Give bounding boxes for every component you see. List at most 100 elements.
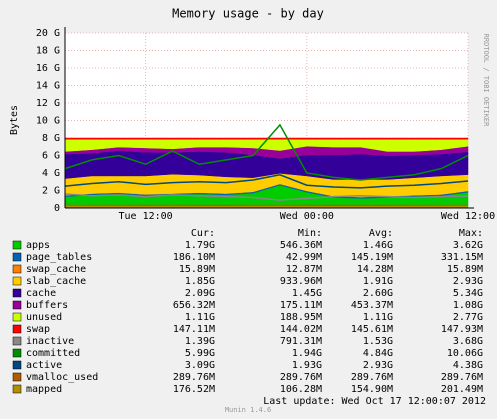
legend-stat: 14.28M (357, 264, 393, 275)
line (64, 123, 469, 181)
legend-stat: 546.36M (280, 240, 322, 251)
legend-stat: 147.93M (441, 324, 483, 335)
legend-swatch (12, 300, 22, 310)
y-tick-label: 14 G (36, 81, 60, 92)
legend-stat: 145.19M (351, 252, 393, 263)
legend-stat: 4.38G (453, 360, 483, 371)
legend-stat: 1.45G (292, 288, 322, 299)
legend-stat: 289.76M (351, 372, 393, 383)
legend-stat: 3.68G (453, 336, 483, 347)
legend-stat: 331.15M (441, 252, 483, 263)
y-tick-label: 6 G (42, 151, 60, 162)
legend-label: vmalloc_used (26, 372, 98, 383)
legend-swatch (12, 360, 22, 370)
legend-stat: 791.31M (280, 336, 322, 347)
legend-swatch (12, 276, 22, 286)
column-header: Cur: (191, 228, 215, 239)
legend-stat: 1.08G (453, 300, 483, 311)
y-tick-label: 12 G (36, 98, 60, 109)
legend-stat: 176.52M (173, 384, 215, 395)
legend-stat: 289.76M (173, 372, 215, 383)
legend-stat: 453.37M (351, 300, 393, 311)
legend-stat: 147.11M (173, 324, 215, 335)
legend-stat: 1.53G (363, 336, 393, 347)
legend-swatch (12, 384, 22, 394)
legend-label: swap (26, 324, 50, 335)
column-header: Max: (459, 228, 483, 239)
legend-swatch (12, 372, 22, 382)
legend-stat: 10.06G (447, 348, 483, 359)
legend-label: page_tables (26, 252, 92, 263)
y-axis-label: Bytes (9, 105, 20, 135)
line (64, 193, 469, 201)
x-tick-label: Wed 00:00 (280, 211, 334, 222)
legend-label: swap_cache (26, 264, 86, 275)
stacked-area (64, 137, 469, 140)
legend-stat: 1.91G (363, 276, 393, 287)
legend-stat: 1.39G (185, 336, 215, 347)
legend-stat: 175.11M (280, 300, 322, 311)
line (64, 173, 469, 189)
legend-label: slab_cache (26, 276, 86, 287)
legend-stat: 12.87M (286, 264, 322, 275)
x-tick-label: Tue 12:00 (119, 211, 173, 222)
legend-stat: 2.93G (363, 360, 393, 371)
legend-label: unused (26, 312, 62, 323)
legend-label: mapped (26, 384, 62, 395)
legend-stat: 2.09G (185, 288, 215, 299)
legend-stat: 154.90M (351, 384, 393, 395)
legend-stat: 145.61M (351, 324, 393, 335)
legend-stat: 1.11G (185, 312, 215, 323)
legend-stat: 1.46G (363, 240, 393, 251)
legend-stat: 201.49M (441, 384, 483, 395)
column-header: Avg: (369, 228, 393, 239)
legend-stat: 289.76M (280, 372, 322, 383)
column-header: Min: (298, 228, 322, 239)
last-update: Last update: Wed Oct 17 12:00:07 2012 (263, 396, 486, 407)
legend-stat: 1.85G (185, 276, 215, 287)
legend-label: buffers (26, 300, 68, 311)
legend-swatch (12, 324, 22, 334)
legend-stat: 2.93G (453, 276, 483, 287)
legend-stat: 42.99M (286, 252, 322, 263)
legend-stat: 1.11G (363, 312, 393, 323)
x-tick-label: Wed 12:00 (441, 211, 495, 222)
legend-stat: 1.94G (292, 348, 322, 359)
legend-label: committed (26, 348, 80, 359)
legend-stat: 4.84G (363, 348, 393, 359)
legend-stat: 15.89M (179, 264, 215, 275)
legend-label: active (26, 360, 62, 371)
legend-swatch (12, 336, 22, 346)
chart-title: Memory usage - by day (172, 7, 324, 21)
y-tick-label: 2 G (42, 186, 60, 197)
y-tick-label: 0 (54, 203, 60, 214)
legend-swatch (12, 264, 22, 274)
y-tick-label: 16 G (36, 63, 60, 74)
footer: Munin 1.4.6 (225, 406, 271, 414)
legend-swatch (12, 288, 22, 298)
legend-swatch (12, 348, 22, 358)
legend-stat: 1.79G (185, 240, 215, 251)
y-tick-label: 4 G (42, 168, 60, 179)
legend-swatch (12, 240, 22, 250)
legend-label: cache (26, 288, 56, 299)
legend-stat: 188.95M (280, 312, 322, 323)
legend-stat: 15.89M (447, 264, 483, 275)
legend-stat: 106.28M (280, 384, 322, 395)
legend-stat: 656.32M (173, 300, 215, 311)
legend-label: apps (26, 240, 50, 251)
legend-stat: 2.77G (453, 312, 483, 323)
legend-stat: 933.96M (280, 276, 322, 287)
legend-stat: 289.76M (441, 372, 483, 383)
y-tick-label: 10 G (36, 116, 60, 127)
legend-label: inactive (26, 336, 74, 347)
side-label: RRDTOOL / TOBI OETIKER (482, 34, 490, 128)
legend-stat: 3.09G (185, 360, 215, 371)
legend-stat: 2.60G (363, 288, 393, 299)
legend-swatch (12, 252, 22, 262)
legend-stat: 5.99G (185, 348, 215, 359)
y-tick-label: 8 G (42, 133, 60, 144)
legend-stat: 186.10M (173, 252, 215, 263)
legend-stat: 1.93G (292, 360, 322, 371)
